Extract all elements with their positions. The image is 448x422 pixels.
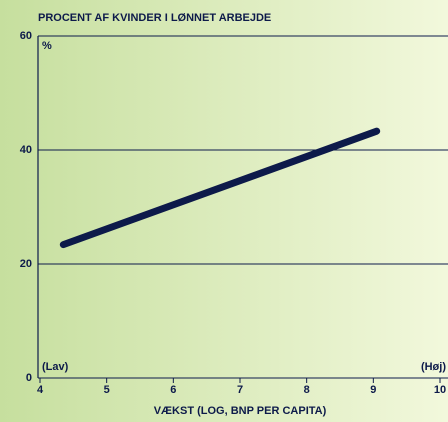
y-tick-label: 60 [20, 30, 32, 42]
annotation: (Høj) [421, 361, 446, 373]
x-axis-label: VÆKST (LOG, BNP PER CAPITA) [154, 405, 327, 417]
annotation: (Lav) [42, 361, 69, 373]
x-tick-label: 8 [304, 384, 310, 396]
x-tick-label: 9 [370, 384, 376, 396]
y-tick-label: 40 [20, 144, 32, 156]
x-tick-label: 4 [37, 384, 44, 396]
x-tick-label: 10 [434, 384, 446, 396]
x-tick-label: 6 [170, 384, 176, 396]
y-tick-label: 20 [20, 258, 32, 270]
data-line [59, 127, 381, 249]
x-tick-label: 5 [104, 384, 110, 396]
y-unit: % [42, 40, 52, 52]
y-tick-label: 0 [26, 372, 32, 384]
x-tick-label: 7 [237, 384, 243, 396]
chart-title: PROCENT AF KVINDER I LØNNET ARBEJDE [38, 12, 271, 24]
